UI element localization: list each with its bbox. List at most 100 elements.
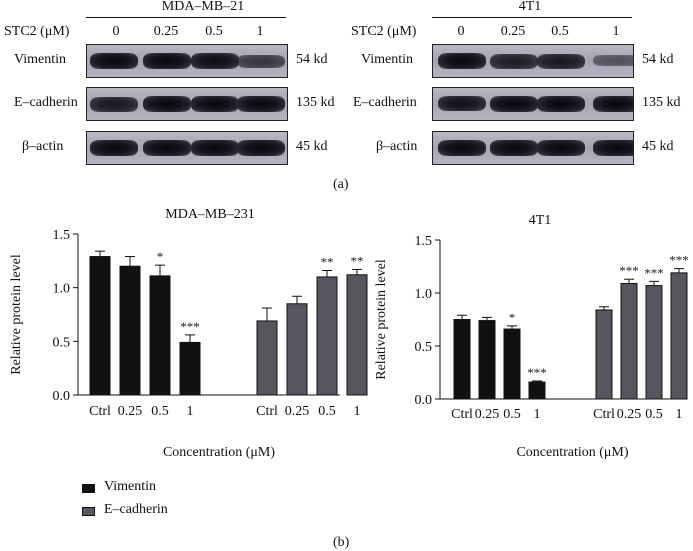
panel-b-label: (b) xyxy=(333,535,350,550)
lane-label: 0.5 xyxy=(551,24,569,39)
band-size-label: 54 kd xyxy=(296,52,328,67)
bar xyxy=(119,265,141,396)
x-tick-label: 0.5 xyxy=(318,404,336,419)
blot-band xyxy=(593,96,633,112)
bar xyxy=(256,320,278,396)
x-tick-label: 1 xyxy=(676,407,683,422)
blot-band xyxy=(537,96,585,112)
blot-band xyxy=(438,96,486,111)
protein-label: β–actin xyxy=(22,139,64,154)
blot-band xyxy=(490,54,538,69)
protein-label: E–cadherin xyxy=(353,95,417,110)
blot-band xyxy=(143,96,191,112)
band-size-label: 54 kd xyxy=(642,52,674,67)
x-tick-label: 1 xyxy=(354,404,361,419)
y-tick-label: 1.0 xyxy=(53,282,71,297)
significance-label: *** xyxy=(180,319,200,334)
blot-strip-ecadherin xyxy=(86,87,288,121)
chart-title: MDA–MB–231 xyxy=(165,207,254,222)
legend-label: E–cadherin xyxy=(104,502,168,517)
blot-band xyxy=(537,140,585,156)
x-tick-label: 0.25 xyxy=(475,407,500,422)
y-tick-label: 1.5 xyxy=(53,228,71,243)
title-underline xyxy=(432,17,632,18)
y-axis-label: Relative protein level xyxy=(374,259,389,380)
blot-band xyxy=(593,55,633,66)
y-tick-label: 0.0 xyxy=(415,393,433,408)
x-tick-label: Ctrl xyxy=(451,407,473,422)
bar xyxy=(346,274,368,396)
blot-band xyxy=(191,53,239,69)
blot-band xyxy=(237,55,285,68)
x-tick-label: Ctrl xyxy=(593,407,615,422)
blot-strip-vimentin xyxy=(86,44,288,78)
blot-band xyxy=(438,53,486,69)
bar xyxy=(149,275,171,396)
chart-4t1: 4T1 0.0 0.5 1.0 1.5 Relative protein level Con… xyxy=(374,213,689,460)
bar xyxy=(89,256,111,396)
lane-label: 0.5 xyxy=(205,24,223,39)
x-tick-label: 0.5 xyxy=(503,407,521,422)
bar xyxy=(645,285,663,400)
significance-label: *** xyxy=(644,265,664,280)
band-size-label: 135 kd xyxy=(642,95,681,110)
y-tick-label: 0.0 xyxy=(53,389,71,404)
title-underline xyxy=(86,17,286,18)
x-tick-label: Ctrl xyxy=(256,404,278,419)
blot-band xyxy=(237,140,285,156)
blot-band xyxy=(143,140,191,156)
lane-label: 0.25 xyxy=(153,24,179,39)
blot-strip-actin xyxy=(432,131,634,165)
y-tick-label: 0.5 xyxy=(415,340,433,355)
significance-label: ** xyxy=(351,253,364,268)
legend-swatch-vimentin xyxy=(82,484,95,493)
cell-line-title: MDA–MB–21 xyxy=(161,0,245,14)
blot-band xyxy=(90,97,138,112)
protein-label: Vimentin xyxy=(14,52,67,67)
protein-label: E–cadherin xyxy=(14,95,78,110)
blot-band xyxy=(537,54,585,69)
significance-label: *** xyxy=(527,365,547,380)
x-axis-label: Concentration (μM) xyxy=(516,445,628,460)
bar xyxy=(179,341,201,396)
significance-label: * xyxy=(509,310,516,325)
chart-mda-mb-231: MDA–MB–231 0.0 0.5 1.0 1.5 Relative protein l… xyxy=(9,207,368,460)
y-tick-label: 1.5 xyxy=(415,234,433,249)
x-tick-label: 0.5 xyxy=(645,407,663,422)
blot-band xyxy=(237,96,285,112)
lane-label: 1 xyxy=(612,24,620,39)
legend-label: Vimentin xyxy=(104,479,157,494)
bar xyxy=(528,381,546,400)
lane-label: 0 xyxy=(112,24,120,39)
y-tick-label: 1.0 xyxy=(415,287,433,302)
blot-band xyxy=(90,140,138,156)
treatment-label: STC2 (μM) xyxy=(4,24,70,39)
band-size-label: 45 kd xyxy=(642,139,674,154)
y-axis-label: Relative protein level xyxy=(9,254,24,375)
bar xyxy=(453,319,471,400)
bar xyxy=(286,303,308,396)
band-size-label: 135 kd xyxy=(296,95,335,110)
treatment-label: STC2 (μM) xyxy=(351,24,417,39)
protein-label: Vimentin xyxy=(361,52,414,67)
bar xyxy=(670,272,688,400)
blot-band xyxy=(593,140,633,156)
significance-label: * xyxy=(157,249,164,264)
significance-label: *** xyxy=(669,253,689,268)
cell-line-title: 4T1 xyxy=(518,0,542,14)
chart-title: 4T1 xyxy=(529,213,552,228)
x-tick-label: 0.25 xyxy=(617,407,642,422)
lane-label: 1 xyxy=(256,24,264,39)
x-tick-label: 0.5 xyxy=(151,404,169,419)
bar xyxy=(478,320,496,400)
blot-band xyxy=(490,96,538,112)
bar xyxy=(620,282,638,400)
significance-label: *** xyxy=(619,263,639,278)
x-tick-label: 1 xyxy=(187,404,194,419)
blot-band xyxy=(438,140,486,156)
bar xyxy=(316,276,338,396)
x-axis-label: Concentration (μM) xyxy=(163,445,275,460)
blot-band xyxy=(191,96,239,112)
blot-band xyxy=(490,140,538,156)
